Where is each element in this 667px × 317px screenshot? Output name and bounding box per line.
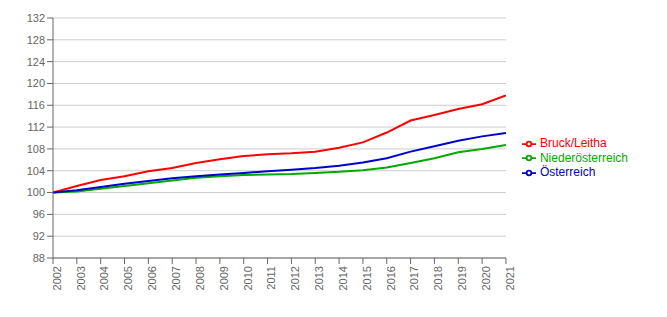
svg-text:2002: 2002 — [51, 266, 63, 290]
svg-text:2012: 2012 — [289, 266, 301, 290]
svg-text:104: 104 — [27, 165, 45, 177]
html-text:Österreich: Österreich — [540, 165, 596, 180]
svg-text:2011: 2011 — [265, 266, 277, 290]
svg-text:108: 108 — [27, 143, 45, 155]
svg-text:132: 132 — [27, 12, 45, 24]
svg-text:2019: 2019 — [456, 266, 468, 290]
html-text:Bruck/Leitha: Bruck/Leitha — [540, 135, 607, 150]
svg-text:2010: 2010 — [242, 266, 254, 290]
svg-text:120: 120 — [27, 77, 45, 89]
svg-text:2014: 2014 — [337, 266, 349, 290]
svg-text:2005: 2005 — [122, 266, 134, 290]
svg-text:2008: 2008 — [194, 266, 206, 290]
svg-text:2006: 2006 — [146, 266, 158, 290]
svg-text:2020: 2020 — [480, 266, 492, 290]
svg-text:2016: 2016 — [385, 266, 397, 290]
svg-text:124: 124 — [27, 56, 45, 68]
svg-text:112: 112 — [27, 121, 45, 133]
svg-text:2017: 2017 — [408, 266, 420, 290]
svg-text:2013: 2013 — [313, 266, 325, 290]
svg-text:2015: 2015 — [361, 266, 373, 290]
svg-text:128: 128 — [27, 34, 45, 46]
svg-text:92: 92 — [33, 230, 45, 242]
svg-text:2009: 2009 — [218, 266, 230, 290]
svg-text:96: 96 — [33, 208, 45, 220]
svg-text:2004: 2004 — [98, 266, 110, 290]
svg-text:88: 88 — [33, 252, 45, 264]
svg-text:2007: 2007 — [170, 266, 182, 290]
svg-text:2003: 2003 — [75, 266, 87, 290]
svg-text:2021: 2021 — [504, 266, 516, 290]
svg-text:116: 116 — [27, 99, 45, 111]
html-text:Niederösterreich: Niederösterreich — [540, 150, 628, 165]
svg-text:2018: 2018 — [432, 266, 444, 290]
svg-text:100: 100 — [27, 186, 45, 198]
